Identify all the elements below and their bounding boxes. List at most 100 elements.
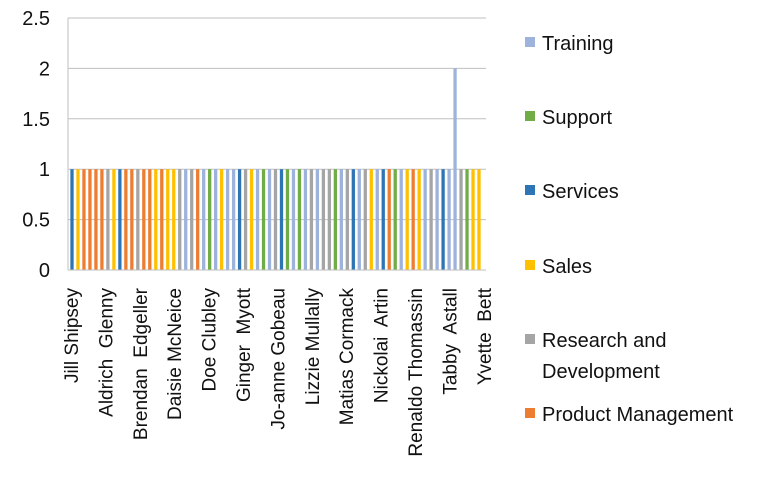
bar xyxy=(273,169,278,270)
bar xyxy=(363,169,367,270)
bar xyxy=(261,169,266,270)
bar xyxy=(70,169,74,270)
bar xyxy=(321,169,326,270)
bar xyxy=(166,169,170,270)
legend-label: Research and xyxy=(542,330,667,352)
bar xyxy=(219,169,224,270)
bar xyxy=(112,169,116,270)
bar xyxy=(291,169,296,270)
bar xyxy=(100,169,104,270)
legend-swatch xyxy=(525,408,535,418)
bar-series xyxy=(70,68,481,271)
bar xyxy=(255,169,260,270)
bar xyxy=(202,169,206,270)
bar xyxy=(106,169,110,270)
bar xyxy=(118,169,122,270)
bar xyxy=(160,169,164,270)
bar xyxy=(196,169,200,270)
bar xyxy=(375,169,379,270)
y-tick-label: 2 xyxy=(39,58,50,80)
bar xyxy=(453,68,457,271)
legend-swatch xyxy=(525,334,535,344)
axes xyxy=(67,18,486,271)
bar xyxy=(465,169,469,270)
bar xyxy=(208,169,212,270)
legend-label: Training xyxy=(542,33,614,55)
bar xyxy=(333,169,337,270)
x-tick-label: Doe Clubley xyxy=(200,288,221,392)
bar xyxy=(124,169,128,270)
legend: Training Support Services Sales Research and… xyxy=(525,33,734,426)
y-tick-label: 2.5 xyxy=(22,8,50,30)
legend-swatch xyxy=(525,37,535,47)
bar xyxy=(387,169,391,270)
bar xyxy=(309,169,314,270)
legend-swatch xyxy=(525,111,535,121)
bar xyxy=(184,169,188,270)
y-tick-label: 0.5 xyxy=(22,210,50,232)
y-tick-labels: 0 0.5 1 1.5 2 2.5 xyxy=(22,8,50,282)
bar xyxy=(136,169,140,270)
x-tick-label: Tabby Astall xyxy=(440,288,461,395)
bar xyxy=(190,169,194,270)
bar xyxy=(172,169,176,270)
legend-label: Support xyxy=(542,107,612,129)
legend-label: Services xyxy=(542,181,619,203)
bar xyxy=(435,169,439,270)
bar xyxy=(393,169,397,270)
x-tick-label: Jill Shipsey xyxy=(62,288,83,384)
x-tick-label: Daisie McNeice xyxy=(165,288,186,420)
x-tick-label: Aldrich Glenny xyxy=(96,288,117,417)
bar xyxy=(381,169,385,270)
bar xyxy=(405,169,409,270)
x-tick-labels: Jill Shipsey Aldrich Glenny Brendan Edgell… xyxy=(62,287,496,456)
bar xyxy=(154,169,158,270)
bar xyxy=(249,169,254,270)
bar xyxy=(351,169,355,270)
bar xyxy=(369,169,373,270)
y-tick-label: 1.5 xyxy=(22,109,50,131)
x-tick-label: Ginger Myott xyxy=(234,287,255,402)
bar xyxy=(225,169,230,270)
x-tick-label: Yvette Bett xyxy=(475,287,496,385)
bar xyxy=(279,169,284,270)
bar xyxy=(459,169,463,270)
bar xyxy=(94,169,98,270)
bar xyxy=(477,169,481,270)
bar xyxy=(214,169,218,270)
legend-label: Development xyxy=(542,361,660,383)
bar xyxy=(339,169,343,270)
bar xyxy=(417,169,421,270)
bar xyxy=(411,169,415,270)
bar xyxy=(142,169,146,270)
x-tick-label: Matias Cormack xyxy=(337,288,358,426)
bar xyxy=(148,169,152,270)
bar xyxy=(231,169,236,270)
x-tick-label: Jo-anne Gobeau xyxy=(268,288,289,430)
bar xyxy=(429,169,433,270)
legend-label: Sales xyxy=(542,256,592,278)
y-tick-label: 0 xyxy=(39,260,50,282)
x-tick-label: Nickolai Artin xyxy=(372,288,393,403)
bar xyxy=(423,169,427,270)
x-tick-label: Brendan Edgeller xyxy=(131,287,152,440)
bar xyxy=(130,169,134,270)
bar xyxy=(345,169,349,270)
bar xyxy=(447,169,451,270)
bar xyxy=(441,169,445,270)
legend-label: Product Management xyxy=(542,404,734,426)
bar xyxy=(327,169,332,270)
legend-swatch xyxy=(525,260,535,270)
bar xyxy=(178,169,182,270)
bar xyxy=(303,169,308,270)
bar xyxy=(88,169,92,270)
bar xyxy=(237,169,242,270)
x-tick-label: Renaldo Thomassin xyxy=(406,288,427,457)
y-tick-label: 1 xyxy=(39,159,50,181)
bar xyxy=(297,169,302,270)
x-tick-label: Lizzie Mullally xyxy=(303,288,324,406)
bar xyxy=(243,169,248,270)
bar xyxy=(285,169,290,270)
